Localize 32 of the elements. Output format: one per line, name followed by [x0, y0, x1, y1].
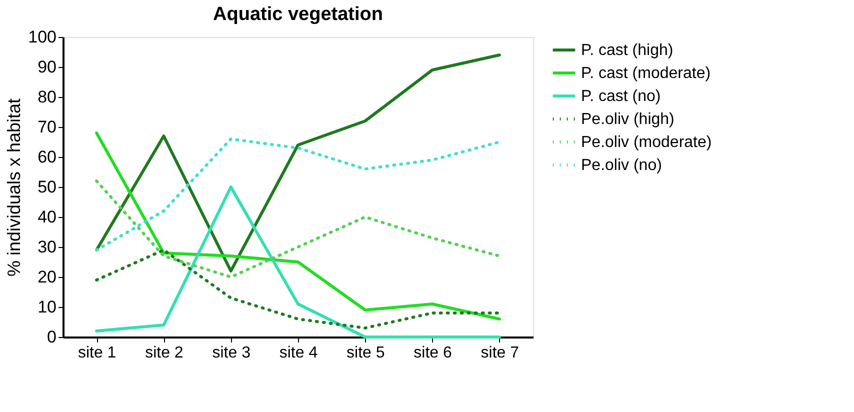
y-tick-label: 0	[47, 328, 56, 346]
legend-label: P. cast (high)	[581, 42, 674, 59]
legend-label: Pe.oliv (no)	[581, 157, 662, 174]
x-tick-label: site 6	[414, 344, 452, 362]
legend-label: P. cast (moderate)	[581, 65, 711, 82]
x-tick-label: site 5	[346, 344, 385, 362]
legend-label: Pe.oliv (high)	[581, 111, 674, 128]
legend-label: Pe.oliv (moderate)	[581, 134, 712, 151]
legend-label: P. cast (no)	[581, 88, 661, 105]
line-series	[95, 138, 501, 252]
y-axis-title: % individuals x habitat	[4, 98, 24, 277]
y-tick-label: 10	[38, 298, 56, 316]
line-series	[95, 132, 501, 320]
x-tick-label: site 3	[212, 344, 251, 362]
chart-title: Aquatic vegetation	[213, 4, 383, 25]
y-tick-label: 30	[38, 238, 56, 256]
y-tick-label: 70	[38, 118, 56, 136]
y-tick-label: 20	[38, 268, 56, 286]
x-tick-label: site 4	[279, 344, 318, 362]
line-series	[95, 54, 501, 272]
x-tick-label: site 7	[480, 344, 520, 362]
y-tick-label: 100	[28, 28, 56, 46]
line-series	[95, 180, 501, 278]
y-tick-label: 50	[38, 178, 56, 196]
line-series	[95, 186, 501, 338]
y-tick-label: 40	[38, 208, 56, 226]
x-tick-label: site 1	[78, 344, 116, 362]
line-series	[95, 248, 501, 330]
y-tick-label: 90	[38, 58, 56, 76]
y-tick-label: 60	[38, 148, 56, 166]
y-tick-label: 80	[38, 88, 56, 106]
x-tick-label: site 2	[145, 344, 184, 362]
